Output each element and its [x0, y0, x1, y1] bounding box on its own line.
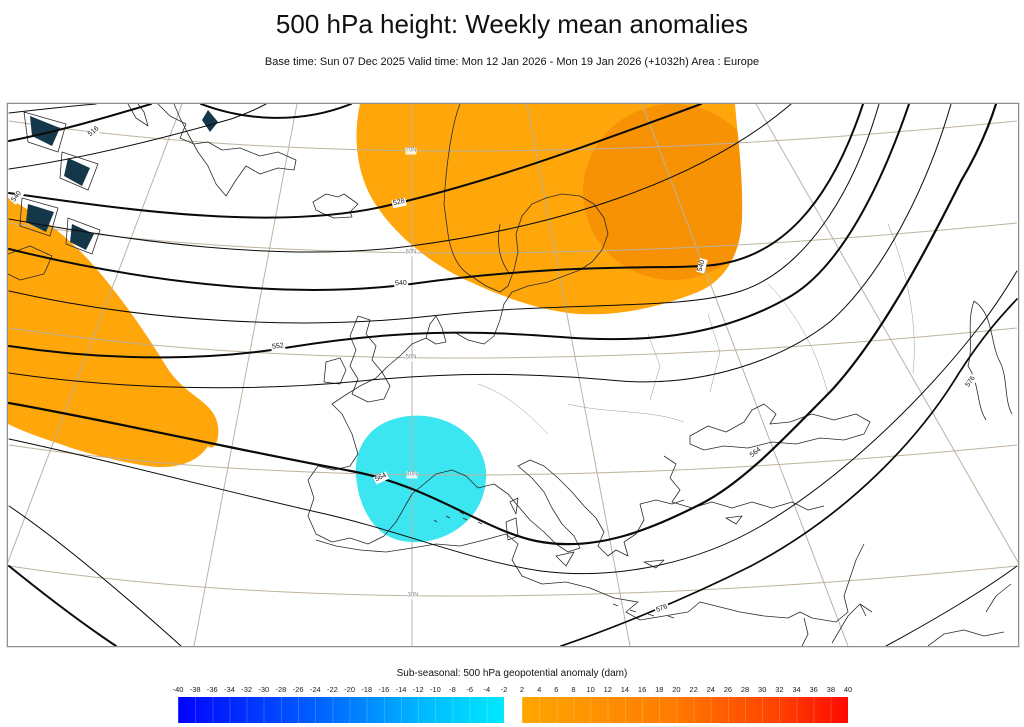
legend-tick: -26 — [292, 685, 304, 694]
legend-tick: -34 — [224, 685, 235, 694]
legend-bar-negative — [178, 697, 504, 723]
contour-value-label: 540 — [393, 279, 409, 289]
arctic-land-patches — [26, 110, 218, 250]
legend-tick: 2 — [519, 685, 525, 694]
legend-tick: 24 — [706, 685, 715, 694]
legend-bar-steps — [522, 697, 848, 723]
legend-negative-ticks: -40 -38 -36 -34 -32 -30 -28 -26 -24 -22 -20 -18 -16-… — [173, 685, 508, 695]
legend-bar-steps — [178, 697, 504, 723]
anomaly-negative-iberia — [355, 415, 487, 543]
legend-tick: 22 — [689, 685, 698, 694]
legend-tick: -20 — [344, 685, 355, 694]
legend-tick: 12 — [603, 685, 612, 694]
legend-tick: 4 — [537, 685, 542, 694]
legend-tick: -16 — [378, 685, 390, 694]
page-title: 500 hPa height: Weekly mean anomalies — [275, 9, 749, 39]
latitude-label: 40N — [406, 471, 418, 479]
legend-tick: 28 — [740, 685, 750, 694]
graticule — [8, 104, 1018, 646]
legend-tick: -6 — [466, 685, 474, 694]
legend-tick: 26 — [723, 685, 733, 694]
legend-positive-ticks: 2 4 6 8 10 12 14 16 18 20 22 24 26 28 30 32 34 36 38 40 — [519, 685, 852, 695]
legend-tick: 32 — [775, 685, 784, 694]
latitude-label: 60N — [405, 249, 417, 257]
height-contours — [8, 104, 1018, 646]
legend-tick: -14 — [395, 685, 407, 694]
legend-tick: 16 — [637, 685, 647, 694]
legend-tick: 18 — [655, 685, 664, 694]
legend-tick: -10 — [429, 685, 441, 694]
coastlines — [8, 104, 1013, 646]
legend-tick: 30 — [758, 685, 767, 694]
legend-tick: -2 — [500, 685, 508, 694]
country-borders — [477, 223, 915, 435]
legend-tick: -40 — [172, 685, 184, 694]
legend-tick: -24 — [309, 685, 321, 694]
legend-tick: -36 — [206, 685, 218, 694]
weather-map: 70N 60N 50N 40N 30N 516 540 528 540 540 552 564 564… — [6, 102, 1020, 648]
latitude-label: 70N — [405, 147, 417, 155]
legend-tick: 34 — [792, 685, 801, 694]
legend-tick: 36 — [809, 685, 818, 694]
legend-tick: 38 — [826, 685, 835, 694]
legend-tick: 40 — [843, 685, 853, 694]
legend-tick: -38 — [189, 685, 201, 694]
legend-tick: 6 — [554, 685, 559, 694]
legend-tick: -28 — [275, 685, 287, 694]
valid-time-subtitle: Base time: Sun 07 Dec 2025 Valid time: M… — [264, 56, 760, 68]
legend-title: Sub-seasonal: 500 hPa geopotential anoma… — [396, 668, 628, 679]
legend-tick: -18 — [361, 685, 373, 694]
legend-tick: 8 — [571, 685, 576, 694]
legend-tick: 10 — [586, 685, 595, 694]
legend-tick: 14 — [620, 685, 630, 694]
legend-tick: -22 — [326, 685, 338, 694]
legend-tick: 20 — [672, 685, 681, 694]
legend-tick: -8 — [449, 685, 456, 694]
legend-tick: -32 — [241, 685, 253, 694]
legend-bar-positive — [522, 697, 848, 723]
anomaly-positive-atlantic — [8, 198, 219, 468]
anomaly-positive-strong-core — [583, 104, 743, 280]
legend-tick: -30 — [258, 685, 270, 694]
legend-tick: -12 — [412, 685, 424, 694]
map-canvas — [8, 104, 1018, 646]
latitude-label: 30N — [407, 592, 419, 600]
latitude-label: 50N — [405, 354, 417, 362]
legend-tick: -4 — [483, 685, 491, 694]
